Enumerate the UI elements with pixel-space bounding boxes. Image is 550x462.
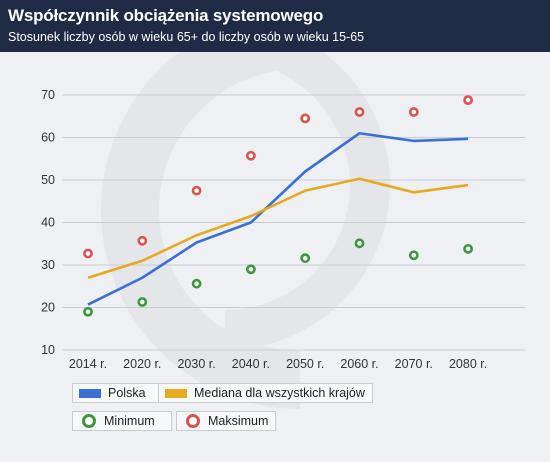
series-point-2 xyxy=(245,264,256,275)
y-tick-label: 60 xyxy=(41,131,55,145)
series-point-2 xyxy=(300,253,311,264)
x-tick-label: 2070 r. xyxy=(395,357,433,371)
x-tick-label: 2050 r. xyxy=(286,357,324,371)
series-point-3 xyxy=(463,95,473,105)
series-point-2 xyxy=(463,243,473,254)
y-tick-label: 10 xyxy=(41,343,55,357)
chart-title: Współczynnik obciążenia systemowego xyxy=(8,6,324,25)
series-point-2 xyxy=(137,297,148,307)
series-point-3 xyxy=(354,107,365,117)
y-tick-label: 20 xyxy=(41,301,55,315)
series-line-1 xyxy=(87,177,469,279)
y-tick-label: 70 xyxy=(41,88,55,102)
y-tick-label: 40 xyxy=(41,216,55,230)
series-point-3 xyxy=(300,113,311,124)
series-point-3 xyxy=(191,185,202,196)
y-tick-label: 30 xyxy=(41,258,55,272)
series-point-2 xyxy=(83,306,93,317)
series-line-0 xyxy=(87,131,469,306)
series-point-2 xyxy=(354,238,365,249)
x-tick-label: 2014 r. xyxy=(69,357,107,371)
series-point-3 xyxy=(245,150,256,161)
x-tick-label: 2040 r. xyxy=(232,357,270,371)
series-point-3 xyxy=(408,107,419,117)
series-point-2 xyxy=(191,278,202,289)
chart-header: Współczynnik obciążenia systemowego Stos… xyxy=(0,0,550,52)
y-tick-label: 50 xyxy=(41,173,55,187)
series-point-2 xyxy=(408,250,419,261)
x-tick-label: 2030 r. xyxy=(177,357,215,371)
series-point-3 xyxy=(83,248,93,259)
x-tick-label: 2080 r. xyxy=(449,357,487,371)
x-tick-label: 2020 r. xyxy=(123,357,161,371)
chart-subtitle: Stosunek liczby osób w wieku 65+ do licz… xyxy=(8,30,365,44)
series-point-3 xyxy=(137,235,148,246)
x-tick-label: 2060 r. xyxy=(340,357,378,371)
